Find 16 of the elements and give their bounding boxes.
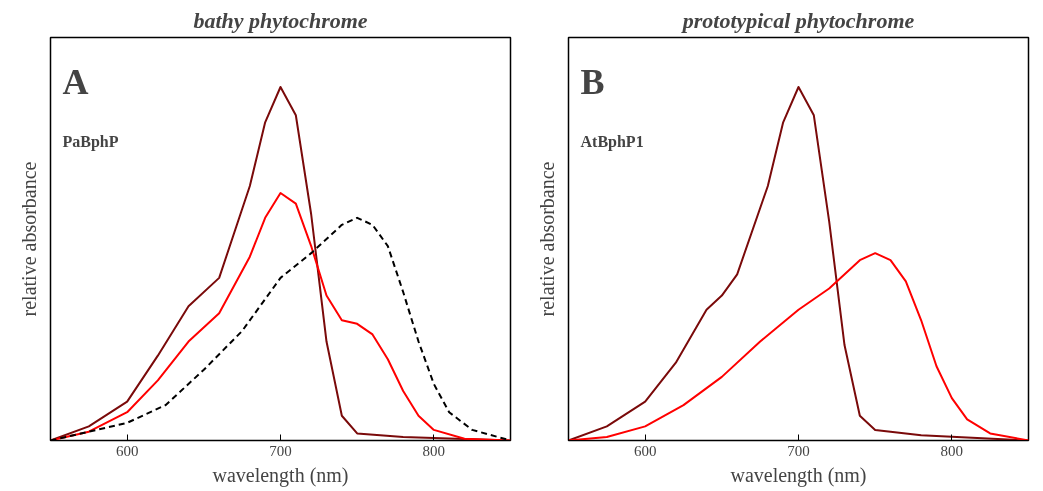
- x-tick-label: 600: [633, 442, 657, 459]
- x-axis-title: wavelength (nm): [730, 463, 867, 487]
- x-tick-label: 700: [269, 442, 292, 459]
- y-axis-title: relative absorbance: [17, 161, 40, 317]
- chart-title: bathy phytochrome: [193, 7, 368, 33]
- chart-title: prototypical phytochrome: [680, 7, 915, 33]
- annotation: PaBphP: [62, 133, 119, 152]
- annotation: A: [62, 61, 89, 102]
- y-axis-title: relative absorbance: [535, 161, 558, 317]
- annotation: AtBphP1: [580, 133, 644, 152]
- x-axis-title: wavelength (nm): [212, 463, 349, 487]
- annotation: B: [580, 61, 605, 102]
- x-tick-label: 800: [940, 442, 964, 459]
- x-tick-label: 700: [787, 442, 810, 459]
- x-tick-label: 600: [115, 442, 139, 459]
- x-tick-label: 800: [422, 442, 446, 459]
